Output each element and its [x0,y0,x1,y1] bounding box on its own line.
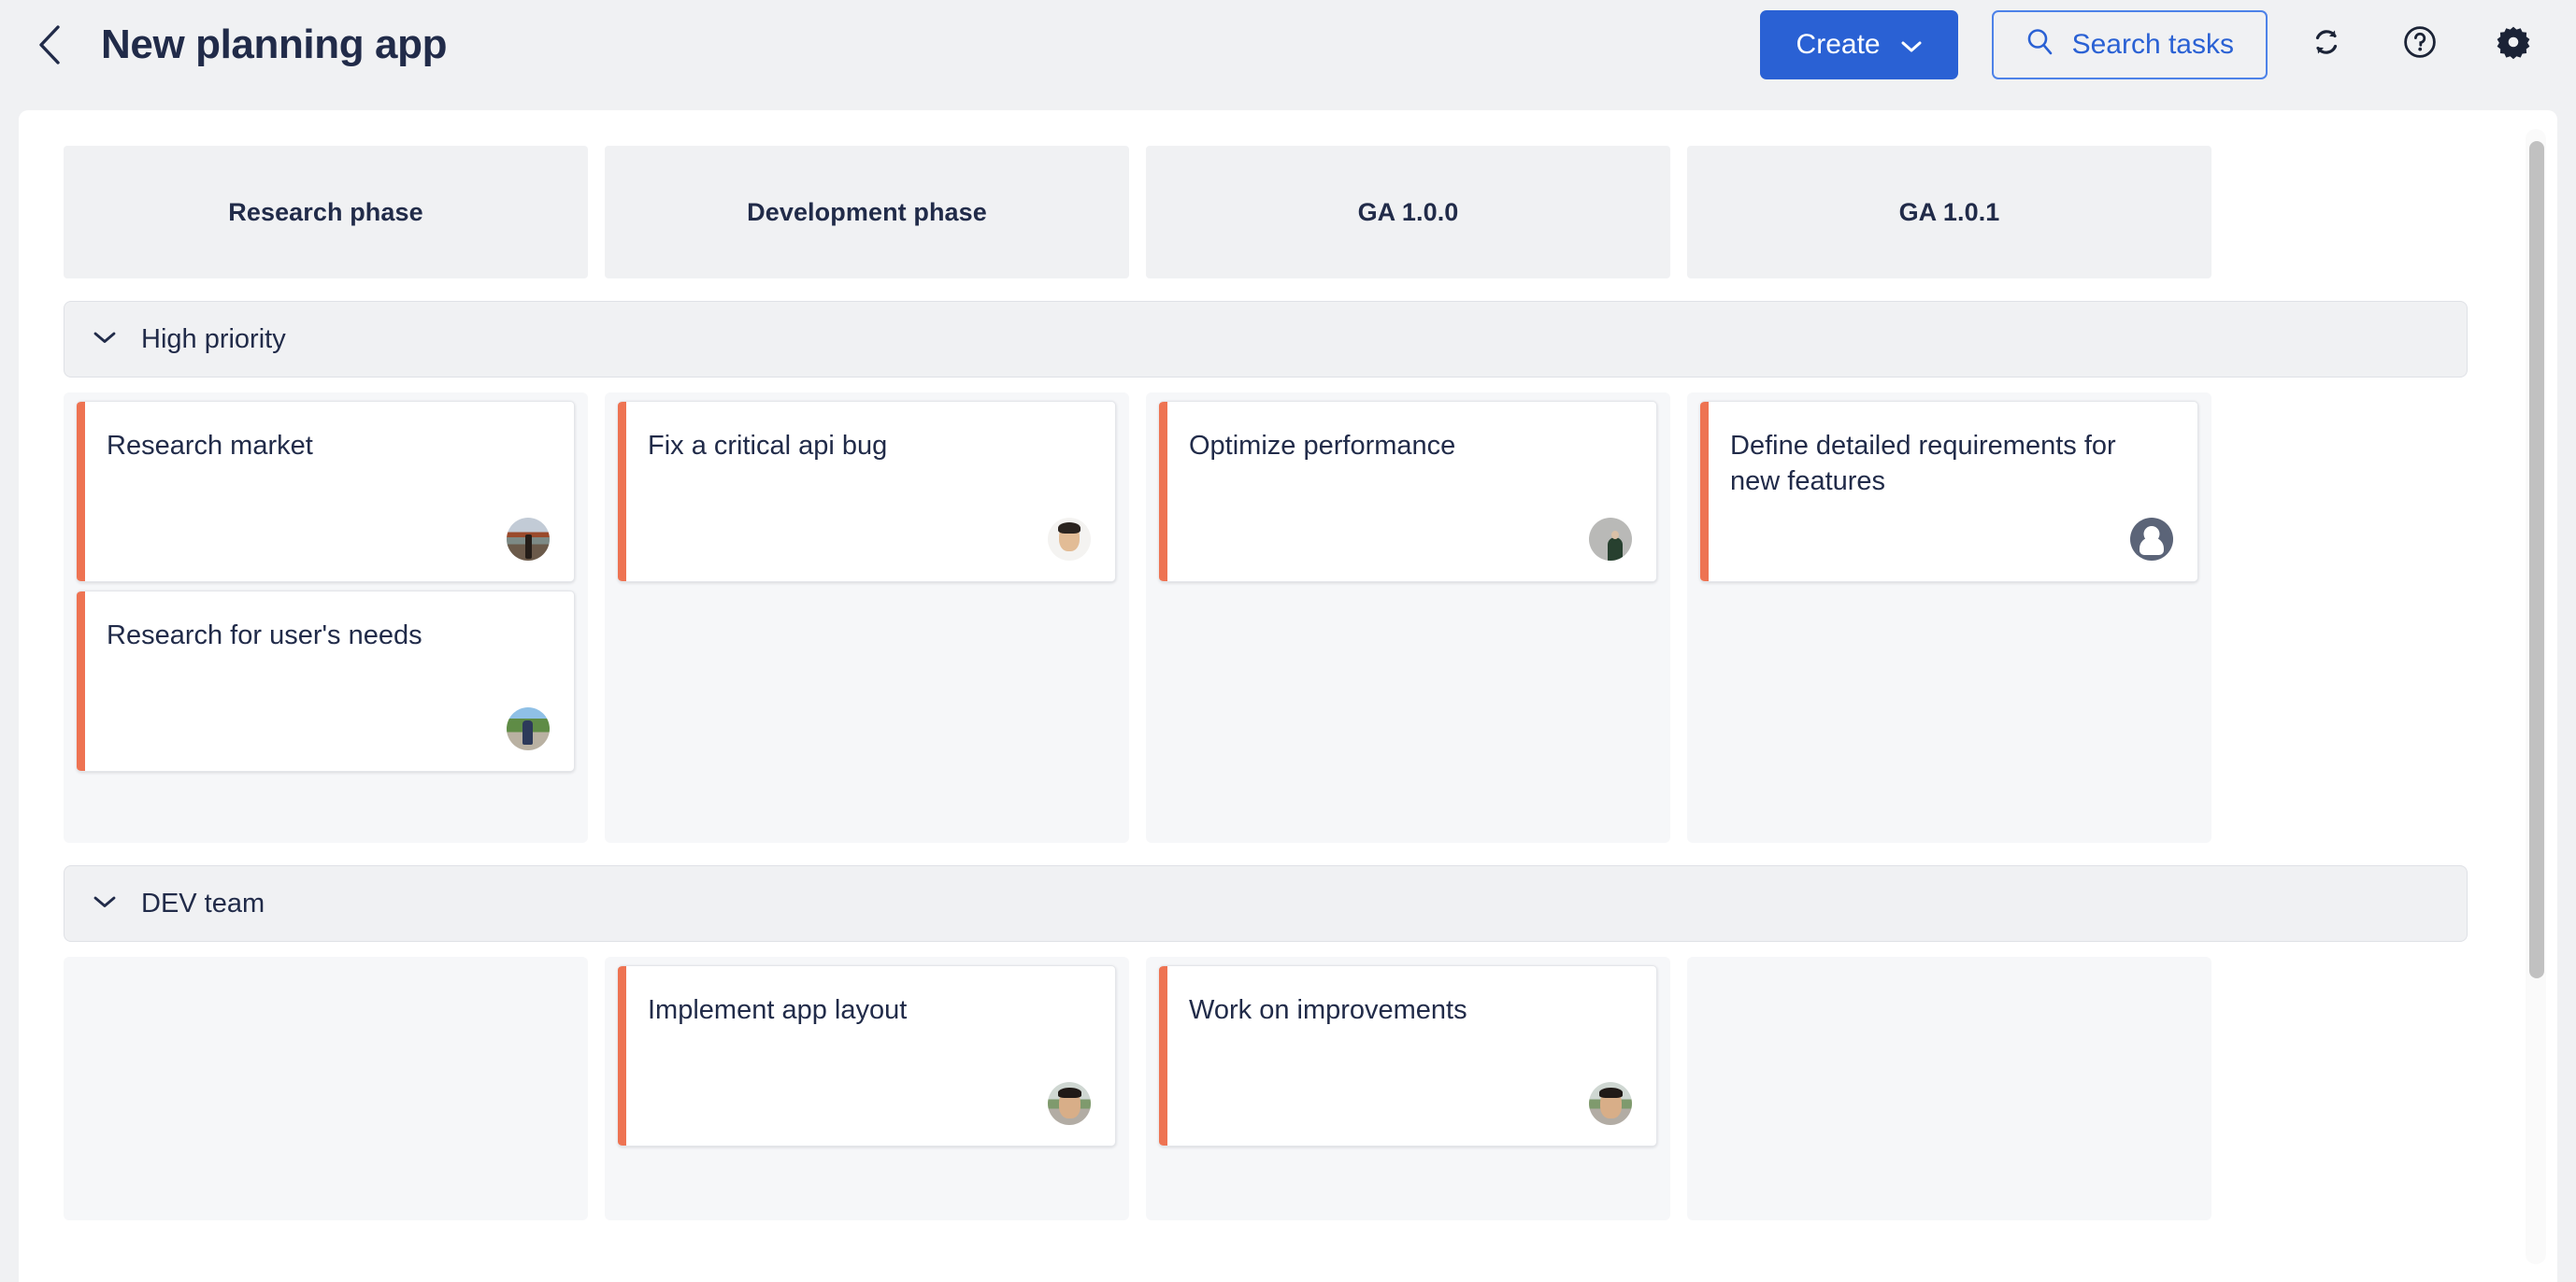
swimlane-title: High priority [141,323,286,354]
avatar-gray-photo[interactable] [1589,518,1632,561]
task-card-title: Define detailed requirements for new fea… [1730,431,2116,496]
chevron-down-icon[interactable] [93,330,117,349]
lane-cell-development-phase-dev-team[interactable]: Implement app layout [605,957,1129,1220]
task-card-title: Research for user's needs [107,620,422,650]
swimlane-body-high-priority: Research market Research for user's need… [64,392,2503,843]
column-header-research-phase[interactable]: Research phase [64,146,588,278]
chevron-left-icon [35,23,66,66]
column-header-row: Research phase Development phase GA 1.0.… [64,146,2503,278]
task-card-title: Work on improvements [1189,995,1467,1025]
search-tasks-button[interactable]: Search tasks [1991,9,2268,79]
refresh-icon [2310,25,2343,64]
avatar-temple-photo[interactable] [507,518,550,561]
help-button[interactable] [2385,10,2454,79]
task-card-footer [1048,518,1091,561]
board-surface: Research phase Development phase GA 1.0.… [19,110,2557,1282]
refresh-button[interactable] [2292,10,2361,79]
task-card-footer [507,707,550,750]
swimlane-body-dev-team: Implement app layout Work on improvement… [64,957,2503,1220]
avatar-placeholder-person[interactable] [2130,518,2173,561]
column-header-label: Research phase [228,197,423,226]
back-button[interactable] [21,15,80,75]
swimlane-header-dev-team[interactable]: DEV team [64,865,2468,942]
task-card-footer [1589,1082,1632,1125]
avatar-portrait-photo[interactable] [1048,518,1091,561]
task-card[interactable]: Implement app layout [618,965,1116,1147]
lane-cell-development-phase-high-priority[interactable]: Fix a critical api bug [605,392,1129,843]
task-card-title: Implement app layout [648,995,908,1025]
page-title: New planning app [101,21,448,67]
board-inner: Research phase Development phase GA 1.0.… [19,110,2505,1220]
lane-cell-ga-1-0-1-dev-team[interactable] [1687,957,2211,1220]
task-card[interactable]: Define detailed requirements for new fea… [1700,401,2198,582]
help-circle-icon [2402,24,2438,64]
search-icon [2025,27,2054,63]
task-card-footer [1589,518,1632,561]
lane-cell-ga-1-0-0-high-priority[interactable]: Optimize performance [1146,392,1670,843]
create-button[interactable]: Create [1759,9,1958,79]
task-card[interactable]: Research market [77,401,575,582]
lane-cell-ga-1-0-0-dev-team[interactable]: Work on improvements [1146,957,1670,1220]
top-bar: New planning app Create Search tasks [0,0,2576,89]
task-card-title: Optimize performance [1189,431,1456,461]
settings-button[interactable] [2479,10,2548,79]
top-bar-actions: Create Search tasks [1759,9,2576,79]
person-body-shape [2140,537,2164,556]
column-header-label: GA 1.0.0 [1357,197,1459,226]
avatar-closeup-photo[interactable] [1589,1082,1632,1125]
task-card-footer [507,518,550,561]
column-header-label: Development phase [747,197,987,226]
task-card-footer [2130,518,2173,561]
create-button-label: Create [1796,28,1881,60]
swimlane-title: DEV team [141,888,265,919]
column-header-development-phase[interactable]: Development phase [605,146,1129,278]
avatar-closeup-photo[interactable] [1048,1082,1091,1125]
search-tasks-label: Search tasks [2071,28,2234,60]
task-card[interactable]: Work on improvements [1159,965,1657,1147]
task-card[interactable]: Optimize performance [1159,401,1657,582]
chevron-down-icon[interactable] [93,894,117,914]
avatar-outdoor-photo[interactable] [507,707,550,750]
gear-icon [2496,24,2531,64]
column-header-ga-1-0-1[interactable]: GA 1.0.1 [1687,146,2211,278]
chevron-down-icon [1901,29,1922,61]
task-card-title: Fix a critical api bug [648,431,888,461]
task-card[interactable]: Fix a critical api bug [618,401,1116,582]
lane-cell-research-phase-dev-team[interactable] [64,957,588,1220]
swimlane-header-high-priority[interactable]: High priority [64,301,2468,377]
task-card-footer [1048,1082,1091,1125]
column-header-label: GA 1.0.1 [1898,197,2000,226]
board-scrollbar-thumb[interactable] [2529,141,2544,978]
lane-cell-research-phase-high-priority[interactable]: Research market Research for user's need… [64,392,588,843]
task-card[interactable]: Research for user's needs [77,591,575,772]
board-scrollbar-track[interactable] [2526,129,2546,1264]
right-edge-gutter [2557,0,2576,1282]
task-card-title: Research market [107,431,313,461]
lane-cell-ga-1-0-1-high-priority[interactable]: Define detailed requirements for new fea… [1687,392,2211,843]
column-header-ga-1-0-0[interactable]: GA 1.0.0 [1146,146,1670,278]
